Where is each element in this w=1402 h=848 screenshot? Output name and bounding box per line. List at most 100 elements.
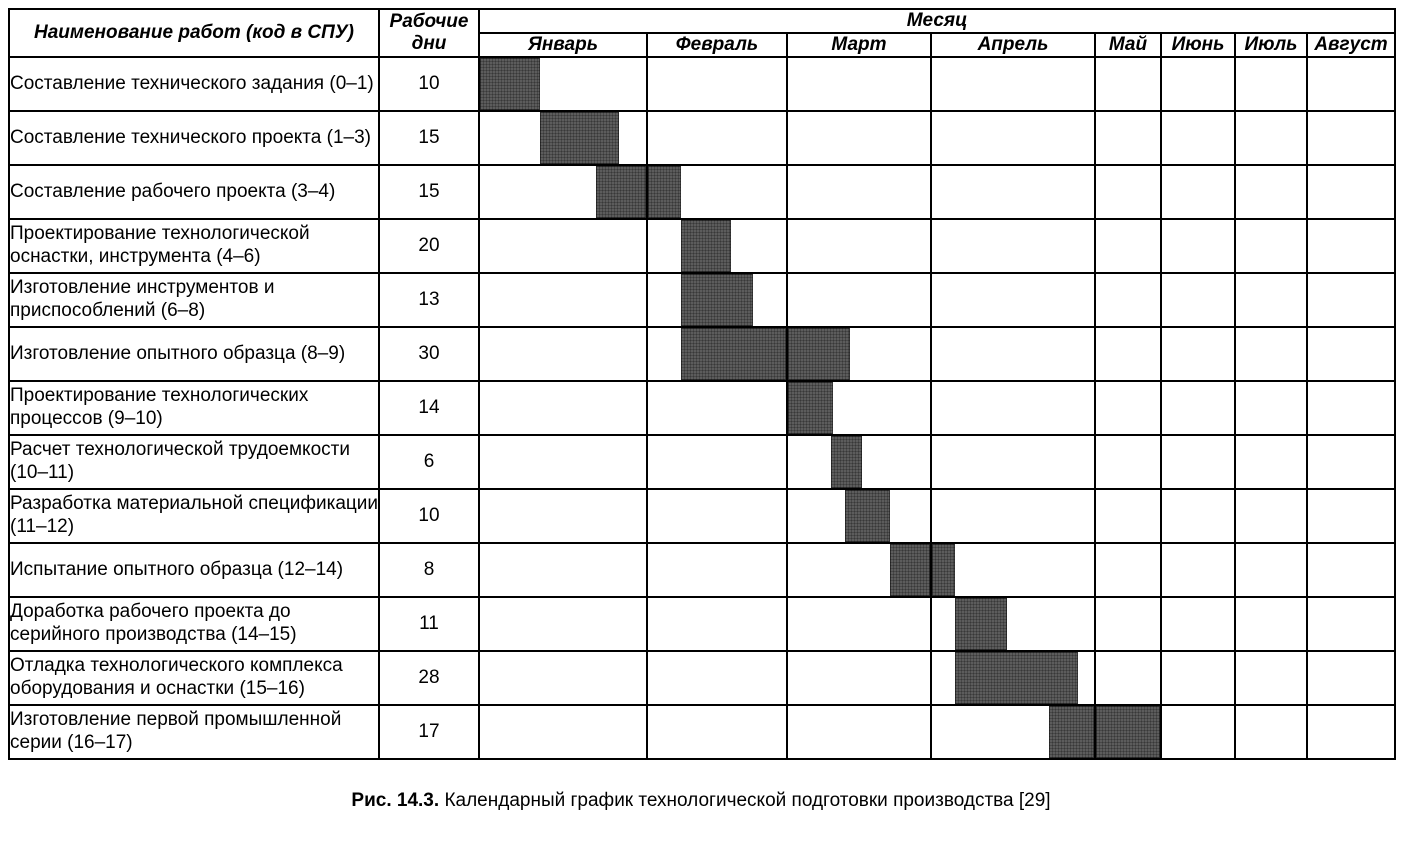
gantt-cell [931,57,1095,111]
gantt-cell [479,435,647,489]
gantt-cell [1235,219,1307,273]
header-month-7: Август [1307,33,1395,57]
task-name: Составление рабочего проекта (3–4) [9,165,379,219]
gantt-bar [845,490,890,542]
gantt-cell [1095,381,1161,435]
gantt-cell [1235,705,1307,759]
task-name: Составление технического проекта (1–3) [9,111,379,165]
gantt-cell [1161,57,1235,111]
table-row: Испытание опытного образца (12–14)8 [9,543,1395,597]
gantt-cell [1307,273,1395,327]
gantt-cell [787,273,931,327]
table-row: Составление технического проекта (1–3)15 [9,111,1395,165]
task-name: Составление технического задания (0–1) [9,57,379,111]
gantt-cell [479,111,647,165]
gantt-cell [1235,489,1307,543]
header-month-2: Март [787,33,931,57]
gantt-cell [1095,705,1161,759]
gantt-cell [479,57,647,111]
gantt-bar [681,220,731,272]
gantt-cell [479,327,647,381]
gantt-cell [1161,489,1235,543]
gantt-cell [1307,489,1395,543]
gantt-bar [596,166,646,218]
gantt-cell [787,381,931,435]
gantt-cell [1235,165,1307,219]
task-name: Испытание опытного образца (12–14) [9,543,379,597]
gantt-cell [787,705,931,759]
gantt-cell [1235,327,1307,381]
gantt-bar [480,58,540,110]
gantt-cell [1307,219,1395,273]
header-days: Рабочие дни [379,9,479,57]
gantt-bar [955,652,1078,704]
gantt-cell [931,273,1095,327]
gantt-cell [647,111,787,165]
gantt-cell [1095,57,1161,111]
gantt-cell [787,597,931,651]
table-row: Доработка рабочего проекта до серийного … [9,597,1395,651]
table-row: Составление рабочего проекта (3–4)15 [9,165,1395,219]
gantt-cell [647,219,787,273]
table-row: Составление технического задания (0–1)10 [9,57,1395,111]
gantt-cell [1161,165,1235,219]
gantt-cell [1307,111,1395,165]
caption-text: Календарный график технологической подго… [439,790,1050,811]
gantt-cell [1161,327,1235,381]
gantt-cell [647,435,787,489]
gantt-cell [479,381,647,435]
gantt-bar [831,436,862,488]
gantt-bar [1049,706,1094,758]
task-days: 15 [379,111,479,165]
gantt-bar [955,598,1007,650]
gantt-cell [1307,57,1395,111]
gantt-cell [1235,111,1307,165]
gantt-cell [647,165,787,219]
table-row: Расчет технологической трудоем­кости (10… [9,435,1395,489]
task-name: Разработка материальной специфи­кации (1… [9,489,379,543]
gantt-cell [1161,705,1235,759]
task-days: 10 [379,489,479,543]
gantt-cell [931,327,1095,381]
gantt-cell [479,165,647,219]
gantt-cell [787,219,931,273]
gantt-cell [931,705,1095,759]
gantt-cell [931,543,1095,597]
task-name: Проектирование технологической оснастки,… [9,219,379,273]
gantt-cell [1095,111,1161,165]
gantt-cell [931,165,1095,219]
gantt-cell [1235,435,1307,489]
table-row: Отладка технологического комплек­са обор… [9,651,1395,705]
task-days: 13 [379,273,479,327]
gantt-bar [890,544,930,596]
gantt-cell [479,219,647,273]
gantt-table: Наименование работ (код в СПУ) Рабочие д… [8,8,1396,760]
gantt-cell [1095,219,1161,273]
gantt-cell [1161,111,1235,165]
gantt-cell [479,273,647,327]
task-name: Изготовление первой промышленной серии (… [9,705,379,759]
gantt-cell [931,651,1095,705]
task-name: Изготовление инструментов и приспособлен… [9,273,379,327]
gantt-cell [1161,435,1235,489]
gantt-cell [1095,651,1161,705]
gantt-cell [479,651,647,705]
gantt-cell [1161,273,1235,327]
task-days: 30 [379,327,479,381]
gantt-cell [1095,597,1161,651]
gantt-cell [647,597,787,651]
task-days: 11 [379,597,479,651]
header-month-1: Февраль [647,33,787,57]
gantt-cell [1235,651,1307,705]
table-row: Изготовление инструментов и приспособлен… [9,273,1395,327]
gantt-cell [1307,651,1395,705]
task-name: Изготовление опытного образца (8–9) [9,327,379,381]
gantt-bar [1096,706,1160,758]
gantt-cell [1095,489,1161,543]
gantt-cell [931,435,1095,489]
task-name: Отладка технологического комплек­са обор… [9,651,379,705]
gantt-cell [1161,597,1235,651]
gantt-cell [1161,543,1235,597]
gantt-cell [787,111,931,165]
gantt-cell [787,165,931,219]
